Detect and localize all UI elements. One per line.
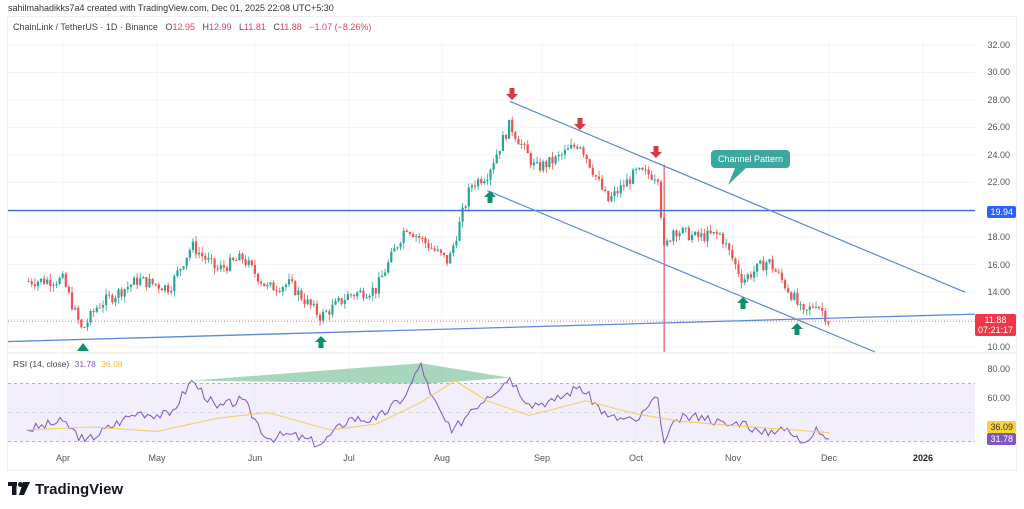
last-price-tag: 11.88 07:21:17 <box>974 314 1016 336</box>
open-value: 12.95 <box>172 22 195 32</box>
tradingview-logo-icon <box>8 481 30 498</box>
high-label: H <box>202 22 209 32</box>
price-axis-tick: 10.00 <box>987 342 1010 353</box>
rsi-ma-tag: 36.09 <box>987 421 1016 433</box>
price-axis-tick: 30.00 <box>987 67 1010 78</box>
low-value: 11.81 <box>244 22 266 32</box>
time-axis-label: Aug <box>433 453 451 463</box>
attribution-text: sahilmahadikks7a4 created with TradingVi… <box>8 3 334 13</box>
change-value: −1.07 (−8.26%) <box>309 22 372 32</box>
price-axis-tick: 32.00 <box>987 40 1010 50</box>
tradingview-logo[interactable]: TradingView <box>8 481 123 498</box>
open-label: O <box>165 22 173 32</box>
price-axis-tick: 22.00 <box>987 177 1010 188</box>
rsi-title: RSI (14, close) <box>13 359 70 369</box>
time-axis-label: Jun <box>247 453 263 463</box>
price-axis-tick: 14.00 <box>987 287 1010 298</box>
time-axis-label: Jul <box>343 453 355 463</box>
tradingview-logo-text: TradingView <box>35 481 124 498</box>
channel-pattern-callout[interactable]: Channel Pattern <box>711 150 791 168</box>
high-value: 12.99 <box>208 22 232 32</box>
time-axis-label: Apr <box>55 453 71 463</box>
time-axis-label: Dec <box>820 453 838 463</box>
price-axis-tick: 26.00 <box>987 122 1010 133</box>
symbol-name[interactable]: ChainLink / TetherUS · 1D · Binance <box>13 22 158 32</box>
rsi-value: 31.78 <box>74 359 96 369</box>
time-axis-label: Sep <box>533 453 551 463</box>
price-axis-tick: 16.00 <box>987 259 1010 270</box>
time-axis-label: Nov <box>724 453 742 463</box>
time-axis-label: Oct <box>628 453 644 463</box>
rsi-value-tag: 31.78 <box>987 433 1016 445</box>
rsi-axis-tick-60: 60.00 <box>987 393 1010 403</box>
time-axis-label: 2026 <box>912 453 934 463</box>
close-label: C <box>273 22 280 32</box>
symbol-legend: ChainLink / TetherUS · 1D · Binance O12.… <box>13 22 371 32</box>
price-axis-tick: 24.00 <box>987 149 1010 160</box>
time-axis-label: May <box>148 453 166 463</box>
bar-countdown: 07:21:17 <box>977 325 1013 335</box>
price-axis-tick: 28.00 <box>987 94 1010 105</box>
level-price-tag: 19.94 <box>987 206 1016 218</box>
rsi-ma-value: 36.09 <box>101 359 123 369</box>
close-value: 11.88 <box>279 22 302 32</box>
last-price-value: 11.88 <box>984 315 1007 325</box>
low-label: L <box>239 22 245 32</box>
rsi-legend[interactable]: RSI (14, close) 31.78 36.09 <box>13 359 123 369</box>
chart-frame <box>7 16 1017 471</box>
rsi-axis-tick-80: 80.00 <box>987 364 1010 374</box>
price-axis-tick: 18.00 <box>987 232 1010 243</box>
